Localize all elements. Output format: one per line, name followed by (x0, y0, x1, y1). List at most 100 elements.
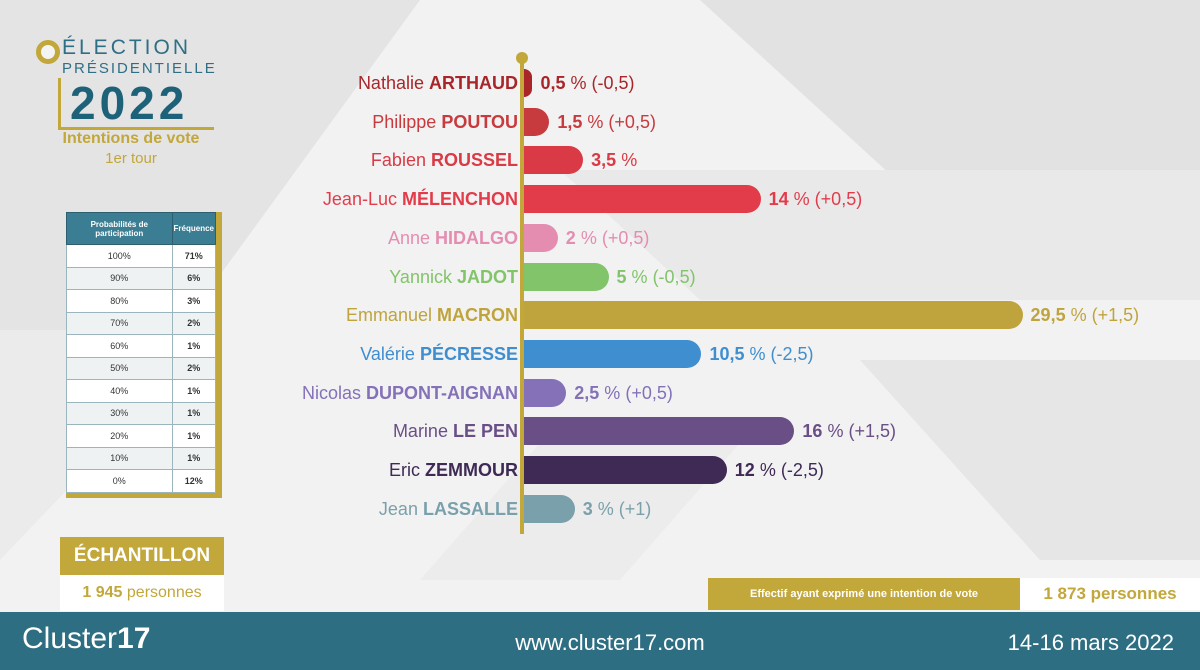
candidate-first-name: Yannick (389, 266, 452, 287)
title-line1: ÉLECTION (62, 36, 192, 59)
candidate-last-name: LASSALLE (422, 498, 518, 519)
chart-row: Marine LE PEN 16 % (+1,5) (0, 417, 1200, 446)
bar (524, 262, 609, 291)
candidate-label: Anne HIDALGO (388, 224, 518, 252)
value-number: 14 (768, 189, 789, 210)
value-number: 0,5 (540, 73, 566, 93)
value-change: (-0,5) (652, 266, 696, 287)
value-unit: % (621, 150, 638, 171)
candidate-label: Yannick JADOT (389, 263, 518, 291)
value-label: 2,5 % (+0,5) (574, 379, 673, 407)
value-unit: % (580, 227, 597, 248)
table-row: 80% 3% (66, 289, 217, 313)
bar (524, 378, 567, 407)
table-row: 0% 12% (66, 469, 217, 493)
value-unit: % (587, 111, 604, 132)
candidate-last-name: LE PEN (452, 421, 518, 442)
candidate-first-name: Jean (378, 498, 418, 519)
candidate-last-name: HIDALGO (435, 227, 518, 248)
candidate-label: Philippe POUTOU (372, 108, 518, 136)
value-label: 16 % (+1,5) (802, 417, 896, 445)
candidate-label: Nathalie ARTHAUD (358, 69, 518, 97)
candidate-label: Marine LE PEN (393, 417, 518, 445)
sample-size: 1 945 personnes (60, 575, 224, 611)
value-label: 12 % (-2,5) (735, 456, 824, 484)
candidate-last-name: PÉCRESSE (419, 343, 518, 364)
value-change: (+0,5) (625, 382, 673, 403)
footer: Cluster17 www.cluster17.com 14-16 mars 2… (0, 612, 1200, 670)
candidate-first-name: Philippe (372, 111, 437, 132)
candidate-label: Fabien ROUSSEL (371, 146, 518, 174)
bar (524, 456, 727, 484)
value-number: 1,5 (557, 111, 583, 132)
value-number: 16 (802, 421, 823, 442)
value-unit: % (749, 343, 766, 364)
candidate-last-name: MACRON (437, 305, 518, 326)
value-number: 12 (734, 460, 755, 480)
website-link[interactable]: www.cluster17.com (515, 630, 705, 655)
value-number: 10,5 (709, 343, 745, 364)
value-number: 3 (582, 498, 593, 519)
table-header-probability: Probabilités de participation (66, 212, 173, 245)
candidate-last-name: DUPONT-AIGNAN (366, 382, 518, 403)
frequency-cell: 3% (171, 289, 217, 313)
effectif-label: Effectif ayant exprimé une intention de … (708, 578, 1020, 610)
value-unit: % (570, 73, 587, 93)
value-unit: % (604, 382, 621, 403)
candidate-first-name: Marine (392, 421, 448, 442)
bar (524, 69, 533, 97)
sample-title: ÉCHANTILLON (60, 537, 224, 575)
value-change: (+1) (618, 498, 652, 519)
chart-row: Philippe POUTOU 1,5 % (+0,5) (0, 107, 1200, 136)
candidate-first-name: Valérie (360, 343, 415, 364)
bar (524, 417, 795, 446)
chart-row: Valérie PÉCRESSE 10,5 % (-2,5) (0, 339, 1200, 368)
effectif-value: 1 873 personnes (1020, 578, 1200, 610)
value-number: 29,5 (1030, 305, 1066, 326)
value-change: (+1,5) (848, 421, 896, 442)
candidate-label: Nicolas DUPONT-AIGNAN (302, 379, 518, 407)
value-label: 3,5 % (591, 146, 637, 174)
candidate-label: Eric ZEMMOUR (389, 456, 518, 484)
value-label: 1,5 % (+0,5) (557, 108, 656, 136)
probability-cell: 0% (66, 469, 173, 493)
subtitle: Intentions de vote (62, 130, 200, 147)
candidate-last-name: ROUSSEL (430, 150, 518, 171)
candidate-first-name: Jean-Luc (322, 189, 397, 210)
value-label: 14 % (+0,5) (769, 185, 863, 213)
sample-unit: personnes (126, 584, 202, 601)
frequency-cell: 1% (171, 446, 217, 470)
table-row: 70% 2% (66, 311, 217, 335)
candidate-last-name: JADOT (456, 266, 518, 287)
value-label: 0,5 % (-0,5) (540, 69, 634, 97)
brand-number: 17 (117, 622, 151, 655)
value-unit: % (793, 189, 810, 210)
participation-table: Probabilités de participation Fréquence … (66, 212, 217, 493)
candidate-last-name: ZEMMOUR (425, 460, 518, 480)
value-label: 5 % (-0,5) (617, 263, 696, 291)
value-change: (+1,5) (1091, 305, 1140, 326)
candidate-first-name: Emmanuel (345, 305, 432, 326)
candidate-label: Jean LASSALLE (379, 495, 518, 523)
frequency-cell: 12% (171, 469, 217, 493)
table-header-frequency: Fréquence (171, 212, 217, 245)
bar (524, 223, 558, 252)
sample-value: 1 945 (82, 584, 123, 601)
value-change: (-2,5) (780, 460, 824, 480)
candidate-first-name: Fabien (370, 150, 426, 171)
year-frame (58, 78, 214, 130)
value-number: 3,5 (591, 150, 617, 171)
chart-row: Yannick JADOT 5 % (-0,5) (0, 262, 1200, 291)
value-number: 2,5 (574, 382, 600, 403)
candidate-first-name: Anne (387, 227, 430, 248)
frequency-cell: 1% (171, 401, 217, 425)
bar (524, 146, 584, 175)
value-number: 2 (565, 227, 576, 248)
table-row: 90% 6% (66, 266, 217, 290)
candidate-first-name: Eric (388, 460, 420, 480)
chart-row: Nathalie ARTHAUD 0,5 % (-0,5) (0, 69, 1200, 97)
value-change: (-0,5) (591, 73, 635, 93)
candidate-first-name: Nicolas (301, 382, 361, 403)
bar (524, 107, 550, 136)
chart-axis (520, 58, 524, 534)
